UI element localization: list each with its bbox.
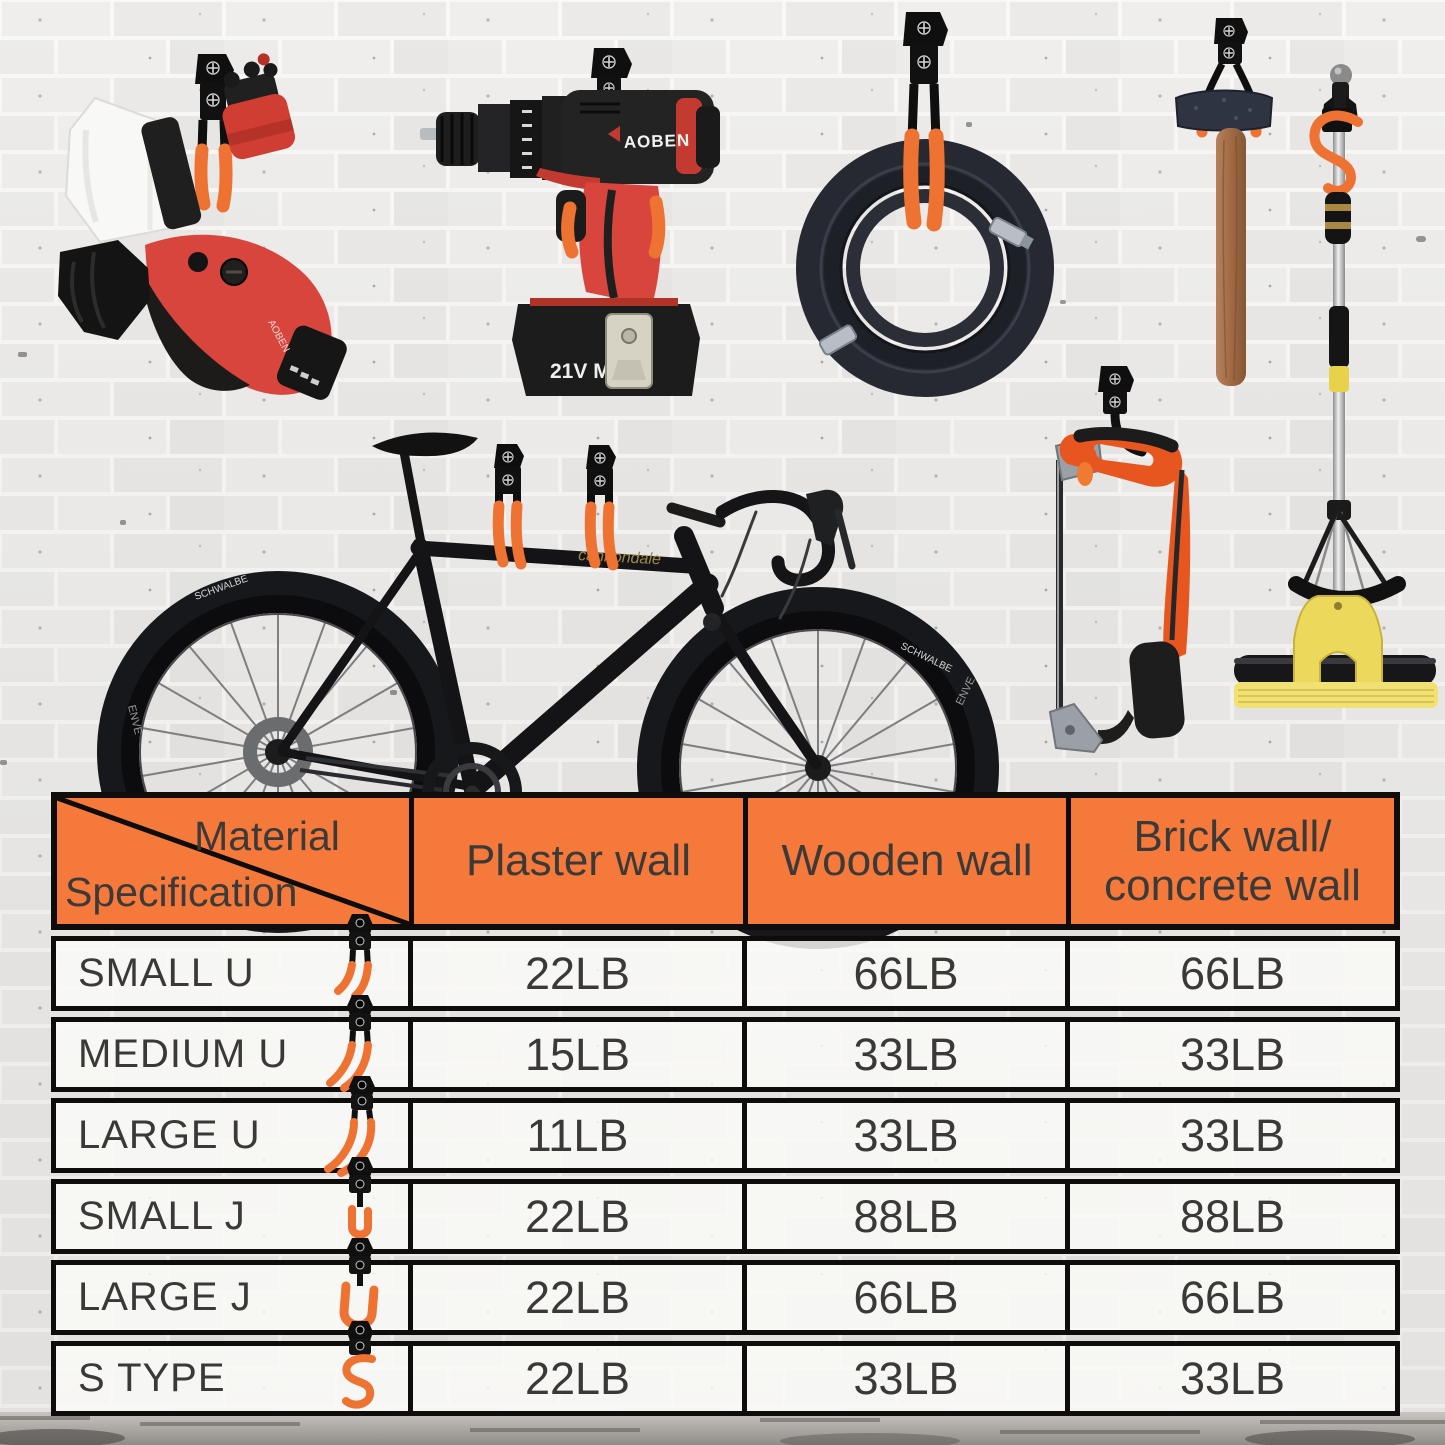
mop-head-bridge — [1293, 595, 1383, 687]
table-row: S TYPE 22LB 33LB 33LB — [51, 1321, 1400, 1416]
cell-plaster: 22LB — [413, 941, 747, 1006]
row-spec-label: LARGE U — [78, 1113, 261, 1157]
cell-plaster: 22LB — [413, 1265, 747, 1330]
cell-brick: 66LB — [1179, 1271, 1286, 1323]
bike-frame: cannondale — [277, 432, 856, 799]
table-row: SMALL U 22LB 66LB 66LB — [51, 914, 1400, 1011]
column-header-brick-wall: Brick wall/ concrete wall — [1104, 811, 1361, 910]
cell-plaster: 11LB — [413, 1103, 747, 1168]
corner-cell: Material Specification — [57, 798, 414, 924]
cell-brick: 88LB — [1179, 1190, 1286, 1242]
hammer — [1174, 18, 1274, 386]
table-row: LARGE J 22LB 66LB 66LB — [51, 1238, 1400, 1335]
hacksaw — [1048, 366, 1191, 754]
diagonal-divider — [57, 798, 409, 924]
sprayer-pump-head — [222, 53, 296, 160]
cell-plaster: 22LB — [413, 1184, 747, 1249]
drill-brand-text: AOBEN — [623, 131, 690, 152]
corner-label-material: Material — [194, 813, 340, 859]
cell-brick: 33LB — [1179, 1028, 1286, 1080]
cell-brick: 33LB — [1179, 1352, 1286, 1404]
hook-icon-large-u — [324, 1076, 376, 1177]
hacksaw-handle — [1059, 433, 1183, 487]
floor-strip — [0, 1412, 1445, 1445]
hose-coil — [796, 139, 1054, 397]
column-header-wooden-wall: Wooden wall — [748, 798, 1071, 924]
bike-hook-right — [584, 445, 619, 571]
row-spec-label: MEDIUM U — [78, 1032, 289, 1076]
column-header-plaster-wall: Plaster wall — [414, 798, 748, 924]
table-header-row: Material Specification Plaster wall Wood… — [51, 792, 1400, 930]
specification-table: Material Specification Plaster wall Wood… — [51, 792, 1400, 1416]
cell-wooden: 33LB — [747, 1022, 1070, 1087]
corner-label-specification: Specification — [65, 869, 298, 916]
cell-wooden: 66LB — [747, 941, 1070, 1006]
cell-wooden: 66LB — [747, 1265, 1070, 1330]
paint-sprayer: AOBEN — [58, 53, 347, 400]
table-row: SMALL J 22LB 88LB 88LB — [51, 1157, 1400, 1254]
hook-icon-s-type — [342, 1321, 376, 1409]
row-spec-label: SMALL U — [78, 951, 255, 995]
table-row: MEDIUM U 15LB 33LB 33LB — [51, 995, 1400, 1092]
hook-icon-small-j — [347, 1157, 373, 1239]
table-row: LARGE U 11LB 33LB 33LB — [51, 1076, 1400, 1177]
mop-s-hook — [1309, 110, 1363, 196]
cell-brick: 33LB — [1179, 1109, 1286, 1161]
wall-scuff-marks — [0, 122, 1426, 765]
row-spec-label: LARGE J — [78, 1275, 252, 1319]
bike-hook-left — [492, 444, 527, 570]
bike-saddle — [372, 432, 478, 457]
cell-wooden: 88LB — [747, 1184, 1070, 1249]
bike-brake-hood — [806, 489, 844, 546]
hook-icon-medium-u — [326, 995, 373, 1092]
sponge-mop — [1234, 64, 1438, 708]
row-spec-label: S TYPE — [78, 1356, 226, 1400]
cell-plaster: 22LB — [413, 1346, 747, 1411]
hammer-head — [1174, 89, 1274, 132]
hammer-handle — [1216, 128, 1246, 386]
cell-wooden: 33LB — [747, 1346, 1070, 1411]
sprayer-nozzle — [58, 240, 150, 340]
hook-icon-small-u — [334, 914, 373, 1000]
cordless-drill: AOBEN 21V MAX — [420, 48, 720, 396]
cell-brick: 66LB — [1179, 947, 1286, 999]
row-spec-label: SMALL J — [78, 1194, 246, 1238]
cell-plaster: 15LB — [413, 1022, 747, 1087]
hose-hook — [903, 12, 948, 232]
drill-handle — [579, 182, 662, 306]
cell-wooden: 33LB — [747, 1103, 1070, 1168]
